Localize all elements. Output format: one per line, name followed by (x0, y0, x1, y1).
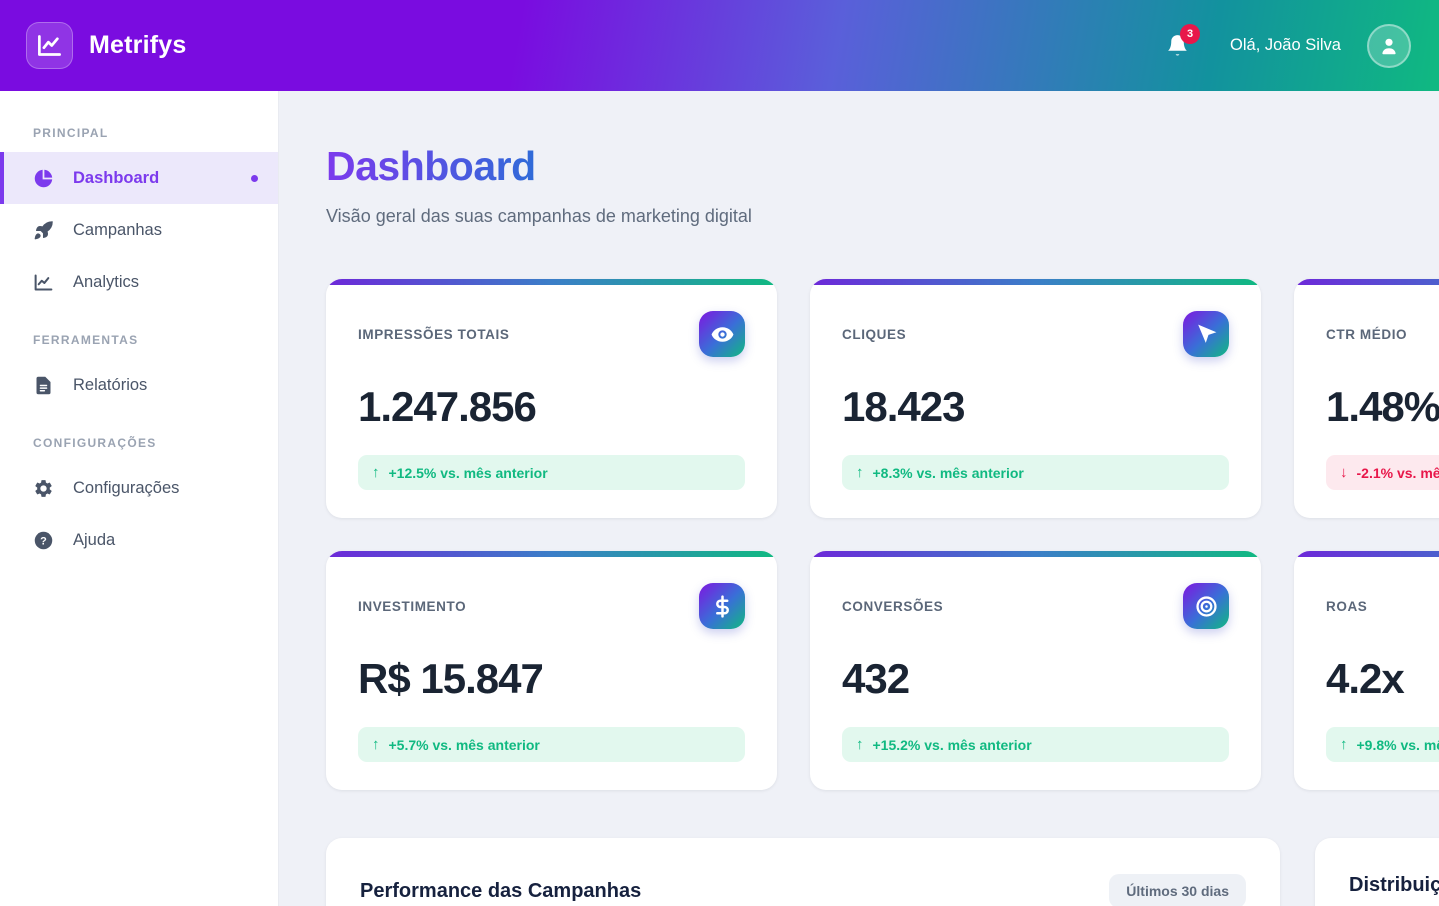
stat-change-badge: ↑ +9.8% vs. mês anterior (1326, 727, 1439, 762)
stat-change-badge: ↑ +8.3% vs. mês anterior (842, 455, 1229, 490)
stat-change-text: -2.1% vs. mês anterior (1356, 464, 1439, 481)
stat-label: CONVERSÕES (842, 598, 944, 614)
main-content: Dashboard Visão geral das suas campanhas… (279, 91, 1439, 906)
stat-value: R$ 15.847 (358, 655, 544, 702)
stat-value: 18.423 (842, 383, 965, 430)
stat-change-text: +8.3% vs. mês anterior (872, 464, 1024, 481)
period-badge[interactable]: Últimos 30 dias (1109, 874, 1246, 906)
stat-label: INVESTIMENTO (358, 598, 467, 614)
stat-card-conversoes: CONVERSÕES 432 ↑ +15.2% vs. mês anterior (810, 551, 1261, 790)
stat-value: 1.48% (1326, 383, 1439, 430)
avatar[interactable] (1367, 23, 1411, 68)
card-accent-bar (810, 279, 1261, 285)
sidebar-item-label: Analytics (73, 272, 140, 291)
sidebar-item-label: Configurações (73, 478, 180, 497)
arrow-up-icon: ↑ (372, 464, 380, 481)
user-icon (1377, 34, 1401, 58)
stat-label: CLIQUES (842, 326, 907, 342)
eye-icon (699, 311, 745, 357)
sidebar-item-configuracoes[interactable]: Configurações (0, 462, 278, 514)
sidebar-item-analytics[interactable]: Analytics (0, 256, 278, 308)
card-accent-bar (326, 551, 777, 557)
stat-change-text: +15.2% vs. mês anterior (872, 736, 1032, 753)
sidebar-item-label: Relatórios (73, 375, 148, 394)
sidebar-item-ajuda[interactable]: ? Ajuda (0, 514, 278, 566)
arrow-up-icon: ↑ (1340, 736, 1348, 753)
notifications-button[interactable]: 3 (1165, 24, 1201, 58)
stat-change-badge: ↑ +15.2% vs. mês anterior (842, 727, 1229, 762)
active-indicator-dot (251, 174, 258, 182)
notification-badge: 3 (1180, 24, 1201, 44)
stat-card-impressoes: IMPRESSÕES TOTAIS 1.247.856 ↑ +12.5% vs.… (326, 279, 777, 518)
stat-change-badge: ↓ -2.1% vs. mês anterior (1326, 455, 1439, 490)
sidebar-section-label: PRINCIPAL (33, 126, 109, 140)
stat-label: ROAS (1326, 598, 1368, 614)
pie-chart-icon (33, 168, 54, 189)
page-subtitle: Visão geral das suas campanhas de market… (326, 206, 752, 226)
bottom-panels: Performance das Campanhas Últimos 30 dia… (326, 838, 1439, 906)
stat-card-roas: ROAS 4.2x ↑ +9.8% vs. mês anterior (1294, 551, 1439, 790)
stat-value: 432 (842, 655, 910, 702)
arrow-up-icon: ↑ (856, 464, 864, 481)
stat-card-investimento: INVESTIMENTO R$ 15.847 ↑ +5.7% vs. mês a… (326, 551, 777, 790)
dollar-icon (699, 583, 745, 629)
brand: Metrifys (26, 22, 186, 69)
stat-change-badge: ↑ +12.5% vs. mês anterior (358, 455, 745, 490)
arrow-up-icon: ↑ (856, 736, 864, 753)
cursor-icon (1183, 311, 1229, 357)
svg-text:?: ? (40, 535, 47, 547)
arrow-up-icon: ↑ (372, 736, 380, 753)
gear-icon (33, 478, 54, 499)
card-accent-bar (810, 551, 1261, 557)
performance-panel-title: Performance das Campanhas (360, 879, 642, 902)
performance-panel: Performance das Campanhas Últimos 30 dia… (326, 838, 1280, 906)
sidebar-section-label: FERRAMENTAS (33, 333, 139, 347)
sidebar-item-campanhas[interactable]: Campanhas (0, 204, 278, 256)
rocket-icon (33, 220, 54, 241)
distribution-panel-title: Distribuição (1349, 874, 1439, 896)
stat-label: CTR MÉDIO (1326, 326, 1408, 342)
chart-logo-icon (36, 32, 63, 59)
sidebar-item-label: Ajuda (73, 530, 116, 549)
sidebar-section-label: CONFIGURAÇÕES (33, 436, 157, 450)
stat-change-badge: ↑ +5.7% vs. mês anterior (358, 727, 745, 762)
target-icon (1183, 583, 1229, 629)
report-icon (33, 375, 54, 396)
stat-value: 1.247.856 (358, 383, 537, 430)
card-accent-bar (326, 279, 777, 285)
sidebar-item-relatorios[interactable]: Relatórios (0, 359, 278, 411)
arrow-down-icon: ↓ (1340, 464, 1348, 481)
stat-label: IMPRESSÕES TOTAIS (358, 326, 510, 342)
distribution-panel: Distribuição (1315, 838, 1439, 906)
page-title: Dashboard (326, 143, 536, 189)
stats-grid: IMPRESSÕES TOTAIS 1.247.856 ↑ +12.5% vs.… (326, 279, 1439, 790)
help-icon: ? (33, 530, 54, 551)
brand-name: Metrifys (89, 31, 187, 59)
sidebar: PRINCIPAL Dashboard Campanhas Analytics … (0, 91, 279, 906)
stat-value: 4.2x (1326, 655, 1405, 702)
sidebar-item-label: Campanhas (73, 220, 162, 239)
stat-change-text: +9.8% vs. mês anterior (1356, 736, 1439, 753)
user-greeting: Olá, João Silva (1230, 36, 1341, 54)
stat-change-text: +5.7% vs. mês anterior (388, 736, 540, 753)
app-header: Metrifys 3 Olá, João Silva (0, 0, 1439, 91)
stat-card-cliques: CLIQUES 18.423 ↑ +8.3% vs. mês anterior (810, 279, 1261, 518)
sidebar-item-label: Dashboard (73, 168, 160, 187)
line-chart-icon (33, 272, 54, 293)
stat-card-ctr: CTR MÉDIO 1.48% ↓ -2.1% vs. mês anterior (1294, 279, 1439, 518)
brand-logo-tile (26, 22, 73, 69)
card-accent-bar (1294, 279, 1439, 285)
sidebar-item-dashboard[interactable]: Dashboard (0, 152, 278, 204)
stat-change-text: +12.5% vs. mês anterior (388, 464, 548, 481)
card-accent-bar (1294, 551, 1439, 557)
